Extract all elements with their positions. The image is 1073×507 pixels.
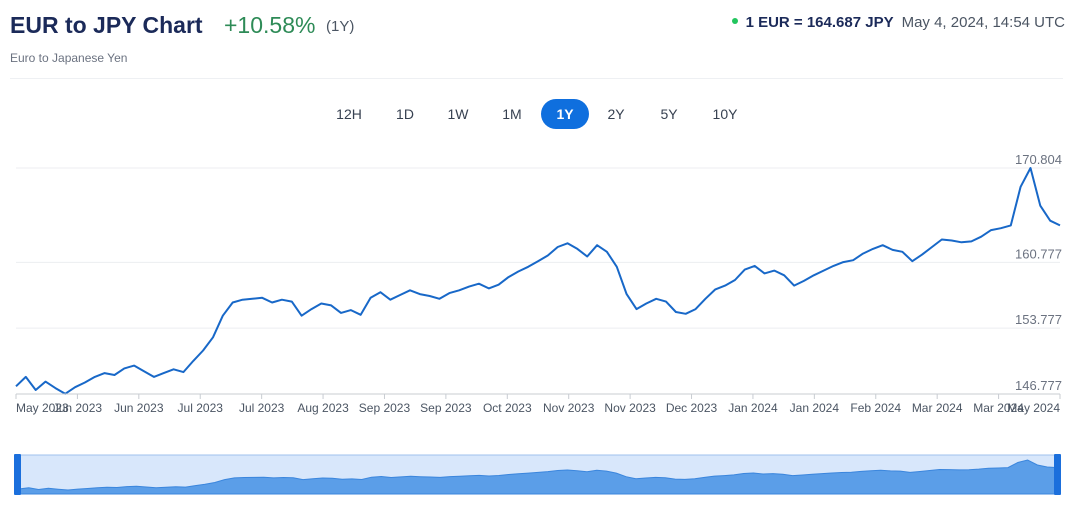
x-tick-label: Jun 2023	[114, 401, 164, 415]
x-tick-label: Mar 2024	[973, 401, 1024, 415]
y-axis-labels: 170.804 160.777 153.777 146.777	[1015, 152, 1062, 393]
tab-1d[interactable]: 1D	[381, 99, 429, 129]
x-tick-label: Jun 2023	[53, 401, 103, 415]
tab-1y[interactable]: 1Y	[541, 99, 589, 129]
navigator-right-handle[interactable]	[1054, 454, 1061, 495]
x-tick-label: Nov 2023	[543, 401, 595, 415]
x-tick-label: Jan 2024	[728, 401, 778, 415]
price-line	[15, 167, 1061, 395]
x-tick-label: Sep 2023	[420, 401, 472, 415]
x-tick-label: Dec 2023	[666, 401, 718, 415]
x-tick-label: Jul 2023	[239, 401, 285, 415]
tab-2y[interactable]: 2Y	[592, 99, 640, 129]
x-tick-label: Jan 2024	[790, 401, 840, 415]
quote-timestamp: May 4, 2024, 14:54 UTC	[901, 14, 1065, 31]
x-tick-label: Sep 2023	[359, 401, 411, 415]
page-title: EUR to JPY Chart	[10, 12, 203, 38]
y-tick-label: 160.777	[1015, 246, 1062, 261]
y-tick-label: 146.777	[1015, 378, 1062, 393]
live-dot-icon	[731, 18, 738, 25]
range-navigator[interactable]	[0, 440, 1073, 500]
tab-1m[interactable]: 1M	[488, 99, 536, 129]
x-tick-label: May 2024	[1007, 401, 1060, 415]
navigator-area	[18, 459, 1058, 495]
x-tick-label: Mar 2024	[912, 401, 963, 415]
page-subtitle: Euro to Japanese Yen	[10, 51, 128, 65]
tab-12h[interactable]: 12H	[325, 99, 373, 129]
tab-5y[interactable]: 5Y	[645, 99, 693, 129]
change-period: (1Y)	[326, 18, 355, 35]
navigator-left-handle[interactable]	[14, 454, 21, 495]
x-tick-label: Jul 2023	[178, 401, 224, 415]
tab-10y[interactable]: 10Y	[701, 99, 749, 129]
x-tick-label: Oct 2023	[483, 401, 532, 415]
x-tick-label: Nov 2023	[604, 401, 656, 415]
chart-grid	[16, 167, 1060, 329]
percent-change: +10.58%	[224, 12, 316, 38]
tab-1w[interactable]: 1W	[434, 99, 482, 129]
y-tick-label: 153.777	[1015, 312, 1062, 327]
live-quote: 1 EUR = 164.687 JPY May 4, 2024, 14:54 UT…	[731, 14, 1065, 31]
chart-header: EUR to JPY Chart +10.58% (1Y) Euro to Ja…	[10, 8, 1065, 78]
header-divider	[10, 78, 1063, 79]
exchange-rate: 1 EUR = 164.687 JPY	[745, 14, 894, 31]
x-tick-label: Aug 2023	[297, 401, 349, 415]
x-tick-label: Feb 2024	[850, 401, 901, 415]
x-tick-label: May 2023	[16, 401, 69, 415]
y-tick-label: 170.804	[1015, 152, 1062, 167]
